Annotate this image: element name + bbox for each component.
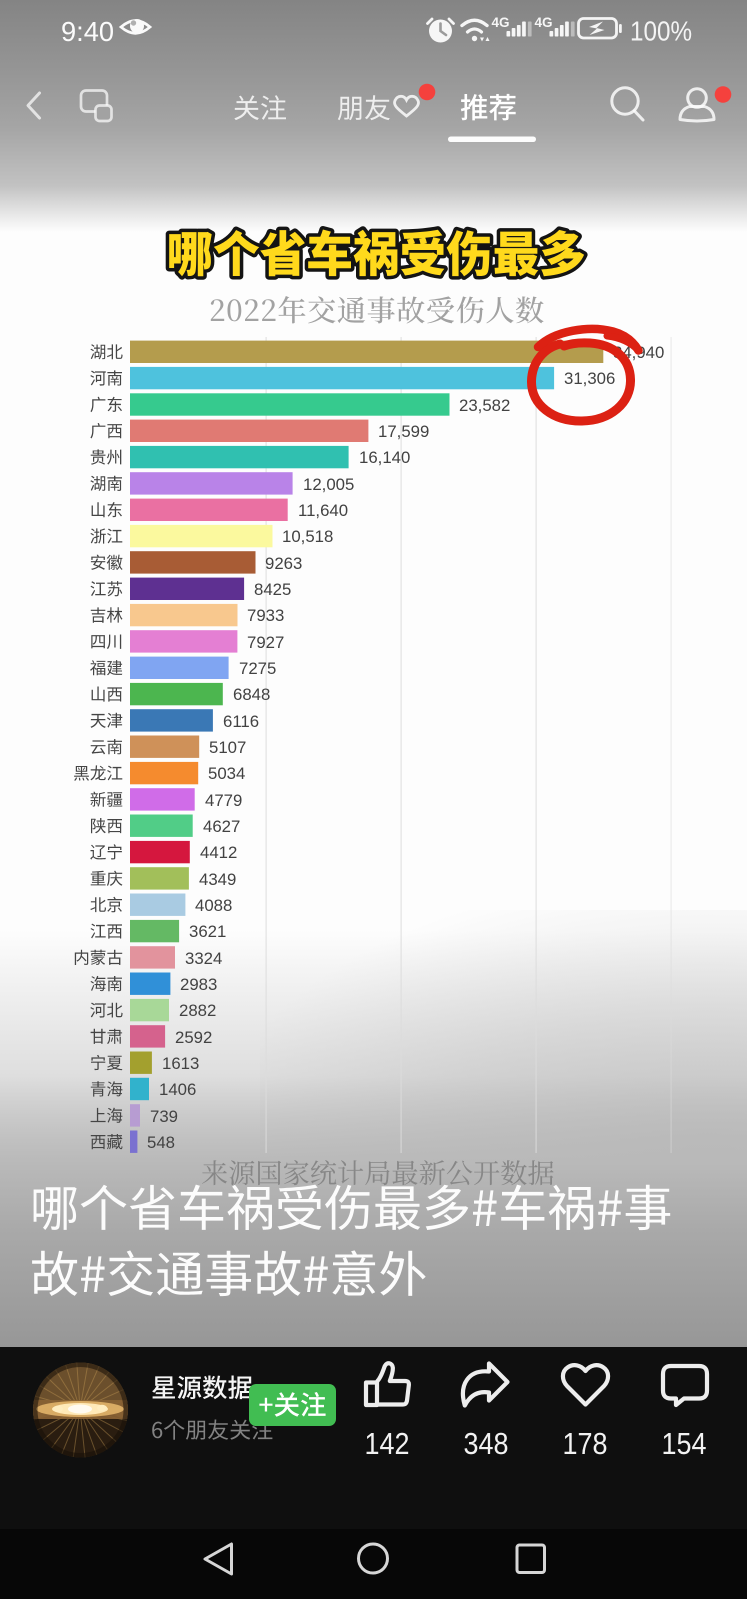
svg-text:2592: 2592 xyxy=(175,1028,212,1047)
svg-text:6848: 6848 xyxy=(233,685,270,704)
svg-text:2983: 2983 xyxy=(180,975,217,994)
svg-text:9:40: 9:40 xyxy=(61,16,114,47)
svg-text:1613: 1613 xyxy=(162,1054,199,1073)
svg-text:3324: 3324 xyxy=(185,949,222,968)
svg-text:4G: 4G xyxy=(535,15,553,30)
svg-text:7933: 7933 xyxy=(247,606,284,625)
svg-text:5107: 5107 xyxy=(209,738,246,757)
svg-text:739: 739 xyxy=(150,1107,178,1126)
svg-text:9263: 9263 xyxy=(265,554,302,573)
svg-text:100%: 100% xyxy=(630,16,692,47)
svg-text:3621: 3621 xyxy=(189,922,226,941)
svg-text:12,005: 12,005 xyxy=(303,475,354,494)
svg-text:7275: 7275 xyxy=(239,659,276,678)
svg-text:2882: 2882 xyxy=(179,1001,216,1020)
svg-text:548: 548 xyxy=(147,1133,175,1152)
svg-text:5034: 5034 xyxy=(208,764,245,783)
svg-text:6116: 6116 xyxy=(223,712,259,731)
svg-text:4349: 4349 xyxy=(199,870,236,889)
svg-text:7927: 7927 xyxy=(247,633,284,652)
svg-text:23,582: 23,582 xyxy=(459,396,510,415)
svg-text:154: 154 xyxy=(662,1426,707,1461)
svg-text:4627: 4627 xyxy=(203,817,240,836)
svg-text:1406: 1406 xyxy=(159,1080,196,1099)
svg-text:348: 348 xyxy=(464,1426,509,1461)
svg-text:31,306: 31,306 xyxy=(564,369,615,388)
svg-text:178: 178 xyxy=(563,1426,608,1461)
svg-text:8425: 8425 xyxy=(254,580,291,599)
svg-text:4G: 4G xyxy=(492,15,510,30)
svg-text:4412: 4412 xyxy=(200,843,237,862)
svg-text:11,640: 11,640 xyxy=(298,501,348,520)
svg-text:16,140: 16,140 xyxy=(359,448,410,467)
svg-text:10,518: 10,518 xyxy=(282,527,333,546)
svg-text:17,599: 17,599 xyxy=(378,422,429,441)
svg-text:4088: 4088 xyxy=(195,896,232,915)
svg-text:142: 142 xyxy=(365,1426,410,1461)
svg-text:4779: 4779 xyxy=(205,791,242,810)
